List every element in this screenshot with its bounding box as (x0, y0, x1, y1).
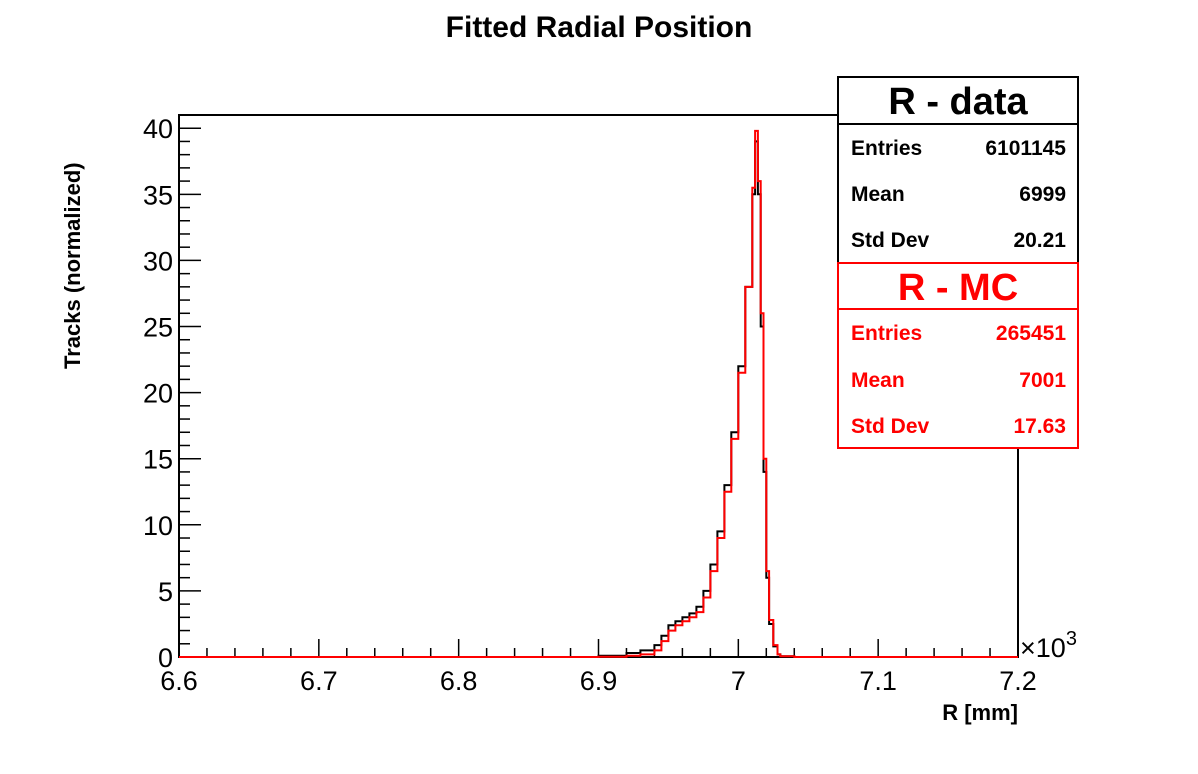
stats-data-mean-value: 6999 (1019, 183, 1066, 206)
y-tick-label: 5 (158, 577, 173, 607)
stats-mc-entries-value: 265451 (996, 322, 1066, 345)
y-tick-label: 25 (143, 313, 173, 343)
stats-box-data-title: R - data (888, 81, 1028, 123)
x-axis-multiplier: ×103 (1020, 628, 1077, 663)
stats-mc-mean-label: Mean (851, 369, 905, 392)
x-tick-label: 6.9 (580, 666, 618, 696)
y-tick-label: 0 (158, 643, 173, 673)
y-tick-label: 15 (143, 445, 173, 475)
x-tick-label: 6.7 (300, 666, 338, 696)
y-tick-label: 35 (143, 180, 173, 210)
y-tick-label: 30 (143, 246, 173, 276)
x-tick-label: 6.8 (440, 666, 478, 696)
y-tick-labels: 0 5 10 15 20 25 30 35 40 (143, 114, 173, 673)
x-multiplier-exponent: 3 (1066, 628, 1077, 650)
x-tick-label: 7.2 (999, 666, 1037, 696)
stats-mc-stddev-label: Std Dev (851, 415, 930, 438)
x-axis-label: R [mm] (942, 700, 1018, 725)
stats-box-mc: R - MC Entries 265451 Mean 7001 Std Dev … (837, 262, 1079, 449)
stats-box-mc-title: R - MC (898, 267, 1018, 309)
series-layer (179, 129, 1018, 658)
stats-data-stddev-value: 20.21 (1013, 229, 1066, 252)
y-axis-label: Tracks (normalized) (60, 162, 85, 369)
stats-mc-stddev-value: 17.63 (1013, 415, 1066, 438)
stats-data-entries-label: Entries (851, 137, 922, 160)
y-tick-label: 40 (143, 114, 173, 144)
stats-box-mc-frame (837, 262, 1079, 449)
stats-data-entries-value: 6101145 (985, 137, 1066, 160)
axis-ticks (178, 114, 1019, 658)
series-mc-line (179, 129, 1018, 658)
x-tick-label: 7.1 (859, 666, 897, 696)
x-multiplier-base: ×10 (1020, 633, 1066, 663)
stats-data-stddev-label: Std Dev (851, 229, 930, 252)
x-tick-label: 6.6 (160, 666, 198, 696)
stats-mc-entries-label: Entries (851, 322, 922, 345)
x-tick-label: 7 (731, 666, 746, 696)
x-tick-labels: 6.6 6.7 6.8 6.9 7 7.1 7.2 (160, 666, 1037, 696)
stats-mc-mean-value: 7001 (1019, 369, 1066, 392)
chart-title: Fitted Radial Position (446, 11, 753, 44)
y-tick-label: 10 (143, 511, 173, 541)
stats-box-data: R - data Entries 6101145 Mean 6999 Std D… (837, 76, 1079, 264)
y-tick-label: 20 (143, 379, 173, 409)
stats-data-mean-label: Mean (851, 183, 905, 206)
